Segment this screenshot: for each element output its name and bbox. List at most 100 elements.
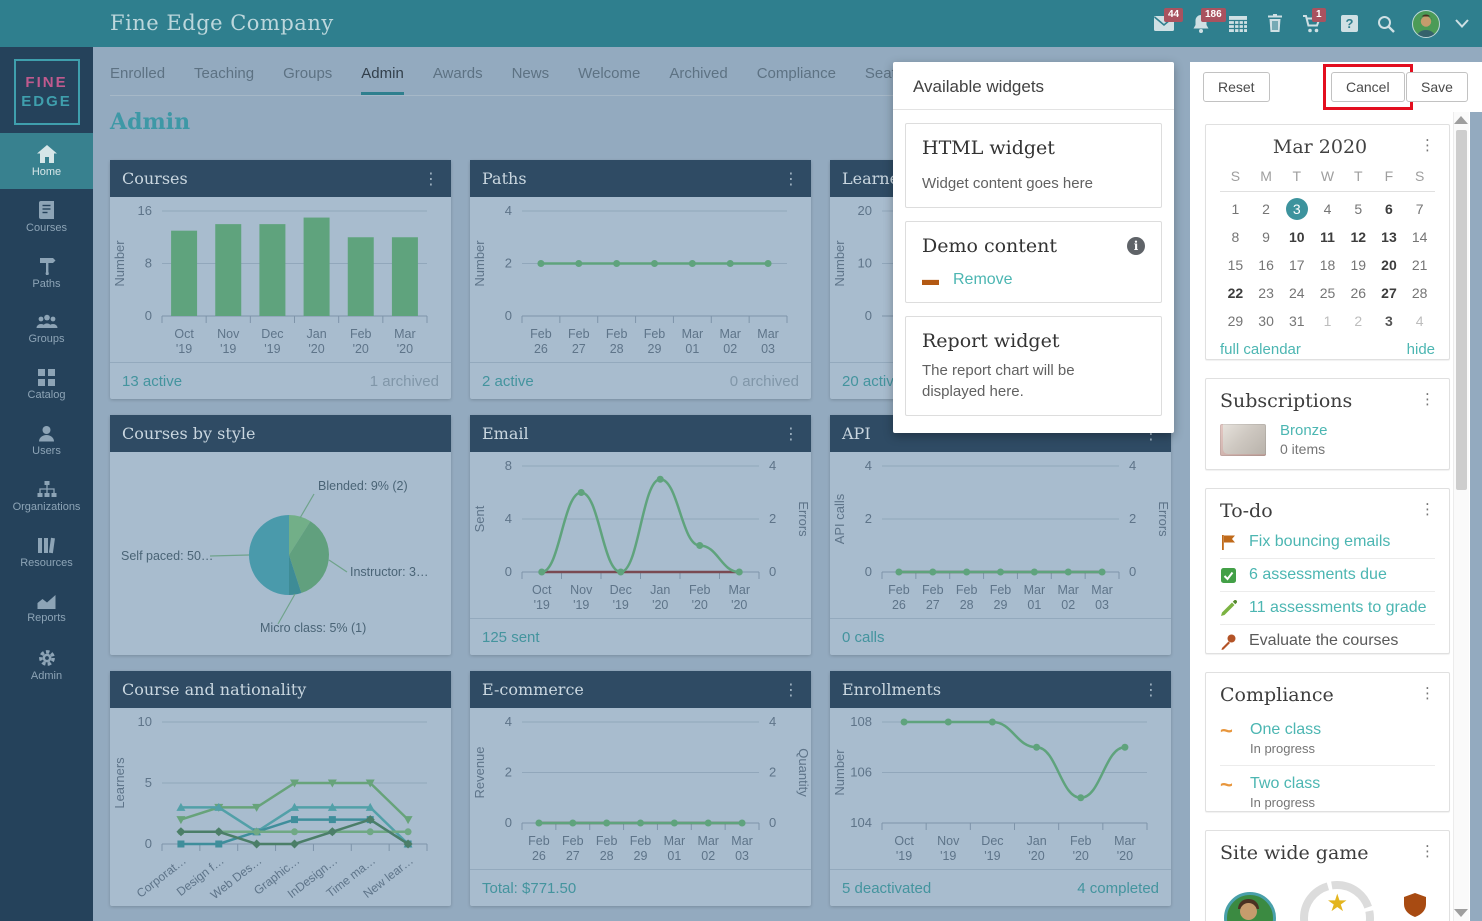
todo-link[interactable]: Fix bouncing emails — [1249, 533, 1391, 550]
save-button[interactable]: Save — [1406, 72, 1468, 102]
footer-link-completed[interactable]: 4 completed — [1077, 879, 1159, 897]
cart-icon[interactable]: 1 — [1300, 7, 1326, 37]
footer-link-total[interactable]: Total: $771.50 — [482, 879, 577, 897]
panel-scrollbar[interactable] — [1453, 112, 1469, 921]
kebab-menu-icon[interactable]: ⋮ — [1420, 137, 1435, 154]
scroll-down-arrow[interactable] — [1454, 909, 1468, 917]
kebab-menu-icon[interactable]: ⋮ — [783, 425, 799, 443]
calendar-day[interactable]: 28 — [1411, 285, 1428, 301]
sidebar-item-catalog[interactable]: Catalog — [0, 357, 93, 413]
calendar-day[interactable]: 11 — [1320, 229, 1335, 245]
calendar-day[interactable]: 1 — [1231, 201, 1240, 217]
footer-link-active[interactable]: 20 active — [842, 372, 903, 390]
footer-link-calls[interactable]: 0 calls — [842, 628, 885, 646]
calendar-grid-icon[interactable] — [1226, 11, 1250, 37]
calendar-day[interactable]: 31 — [1289, 313, 1305, 329]
tab-awards[interactable]: Awards — [432, 65, 483, 82]
calendar-day[interactable]: 21 — [1411, 257, 1428, 273]
calendar-day[interactable]: 4 — [1415, 313, 1424, 329]
footer-link-archived[interactable]: 0 archived — [729, 372, 799, 390]
info-icon[interactable]: i — [1127, 237, 1145, 255]
calendar-day[interactable]: 2 — [1354, 313, 1363, 329]
calendar-day[interactable]: 17 — [1289, 257, 1305, 273]
sidebar-item-groups[interactable]: Groups — [0, 301, 93, 357]
subscription-thumbnail[interactable] — [1220, 423, 1266, 456]
calendar-day[interactable]: 22 — [1227, 285, 1244, 301]
sidebar-item-admin[interactable]: Admin — [0, 637, 93, 693]
footer-link-active[interactable]: 2 active — [482, 372, 534, 390]
calendar-day[interactable]: 5 — [1354, 201, 1363, 217]
calendar-day[interactable]: 25 — [1319, 285, 1336, 301]
report-widget-card[interactable]: Report widget The report chart will be d… — [905, 316, 1162, 416]
full-calendar-link[interactable]: full calendar — [1220, 341, 1301, 358]
sidebar-item-courses[interactable]: Courses — [0, 189, 93, 245]
calendar-day[interactable]: 8 — [1231, 229, 1240, 245]
sidebar-item-paths[interactable]: Paths — [0, 245, 93, 301]
user-avatar[interactable] — [1411, 9, 1441, 39]
tab-compliance[interactable]: Compliance — [756, 65, 836, 82]
calendar-day[interactable]: 9 — [1262, 229, 1270, 245]
sidebar-item-organizations[interactable]: Organizations — [0, 469, 93, 525]
kebab-menu-icon[interactable]: ⋮ — [1420, 501, 1435, 518]
demo-content-card[interactable]: Demo content i ▬ Remove — [905, 221, 1162, 303]
class-link[interactable]: Two class — [1250, 775, 1321, 792]
calendar-day[interactable]: 2 — [1262, 201, 1270, 217]
remove-minus-icon[interactable]: ▬ — [922, 270, 939, 289]
scroll-up-arrow[interactable] — [1454, 116, 1468, 124]
tab-news[interactable]: News — [511, 65, 550, 82]
calendar-day[interactable]: 13 — [1381, 229, 1397, 245]
class-link[interactable]: One class — [1250, 721, 1322, 738]
footer-link-sent[interactable]: 125 sent — [482, 628, 540, 646]
kebab-menu-icon[interactable]: ⋮ — [423, 170, 439, 188]
calendar-day[interactable]: 15 — [1227, 257, 1244, 273]
footer-link-archived[interactable]: 1 archived — [369, 372, 439, 390]
calendar-day[interactable]: 1 — [1323, 313, 1332, 329]
sidebar-item-home[interactable]: Home — [0, 133, 93, 189]
search-icon[interactable] — [1374, 11, 1398, 37]
sidebar-item-reports[interactable]: Reports — [0, 581, 93, 637]
calendar-day[interactable]: 12 — [1350, 229, 1367, 245]
kebab-menu-icon[interactable]: ⋮ — [1420, 843, 1435, 860]
calendar-day[interactable]: 14 — [1411, 229, 1428, 245]
todo-link[interactable]: 6 assessments due — [1249, 566, 1387, 583]
trash-icon[interactable] — [1263, 11, 1287, 37]
calendar-day[interactable]: 10 — [1289, 229, 1305, 245]
calendar-day[interactable]: 24 — [1289, 285, 1305, 301]
calendar-day[interactable]: 19 — [1350, 257, 1367, 273]
notifications-icon[interactable]: 186 — [1189, 7, 1226, 37]
help-icon[interactable]: ? — [1337, 11, 1361, 37]
footer-link-active[interactable]: 13 active — [122, 372, 183, 390]
calendar-day[interactable]: 30 — [1258, 313, 1274, 329]
messages-icon[interactable]: 44 — [1152, 7, 1184, 37]
kebab-menu-icon[interactable]: ⋮ — [1420, 685, 1435, 702]
calendar-day[interactable]: 18 — [1319, 257, 1336, 273]
remove-link[interactable]: Remove — [953, 271, 1013, 288]
sidebar-item-users[interactable]: Users — [0, 413, 93, 469]
tab-teaching[interactable]: Teaching — [194, 65, 255, 82]
kebab-menu-icon[interactable]: ⋮ — [783, 681, 799, 699]
calendar-day[interactable]: 29 — [1227, 313, 1244, 329]
calendar-day[interactable]: 7 — [1415, 201, 1424, 217]
calendar-day[interactable]: 4 — [1323, 201, 1332, 217]
chevron-down-icon[interactable] — [1454, 11, 1470, 37]
calendar-day[interactable]: 27 — [1381, 285, 1397, 301]
tab-welcome[interactable]: Welcome — [578, 65, 641, 82]
sidebar-item-resources[interactable]: Resources — [0, 525, 93, 581]
tab-admin[interactable]: Admin — [361, 65, 404, 95]
calendar-day[interactable]: 16 — [1258, 257, 1274, 273]
kebab-menu-icon[interactable]: ⋮ — [783, 170, 799, 188]
footer-link-deactivated[interactable]: 5 deactivated — [842, 879, 932, 897]
calendar-day[interactable]: 23 — [1258, 285, 1274, 301]
todo-link[interactable]: 11 assessments to grade — [1249, 599, 1427, 616]
kebab-menu-icon[interactable]: ⋮ — [1420, 391, 1435, 408]
calendar-day-selected[interactable]: 3 — [1281, 198, 1312, 220]
hide-link[interactable]: hide — [1406, 341, 1435, 358]
kebab-menu-icon[interactable]: ⋮ — [1143, 681, 1159, 699]
html-widget-card[interactable]: HTML widget Widget content goes here — [905, 123, 1162, 208]
calendar-day[interactable]: 3 — [1385, 313, 1393, 329]
cancel-button[interactable]: Cancel — [1331, 72, 1405, 102]
reset-button[interactable]: Reset — [1203, 72, 1270, 102]
tab-groups[interactable]: Groups — [283, 65, 333, 82]
calendar-day[interactable]: 20 — [1381, 257, 1397, 273]
subscription-name-link[interactable]: Bronze — [1280, 422, 1328, 439]
